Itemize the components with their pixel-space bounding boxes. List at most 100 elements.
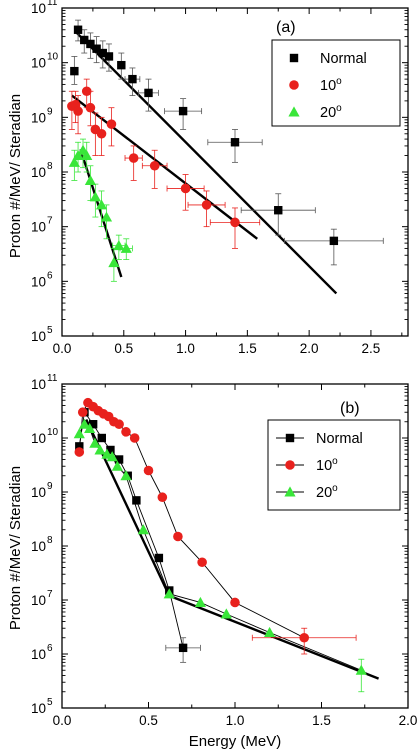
data-point [111,460,123,471]
legend-label: Normal [320,51,367,67]
fit-line-2 [79,148,123,278]
data-point [74,447,85,457]
data-point [77,407,88,418]
data-point [120,470,132,481]
y-tick-label: 10 [31,701,46,716]
data-point [104,52,114,61]
y-tick-exponent: 10 [47,52,59,63]
legend-marker [289,53,299,63]
legend-marker [285,460,295,470]
data-point [178,106,188,116]
x-tick-label: 1.0 [176,341,195,356]
legend-marker [284,486,296,497]
legend-label: 20o [316,483,338,501]
x-tick-label: 2.0 [300,341,319,356]
data-point [144,88,153,98]
data-point [128,74,137,84]
panel-label: (a) [276,19,296,36]
y-tick-exponent: 11 [47,373,58,384]
data-point [68,156,80,167]
data-point [89,437,101,448]
legend-label: 10o [316,456,338,474]
x-tick-label: 2.5 [362,341,381,356]
y-tick-label: 10 [31,593,46,608]
data-point [73,25,83,34]
plot-area [73,397,380,693]
x-tick-label: 2.0 [399,713,418,728]
data-point [84,422,96,433]
fit-line-0 [75,32,338,295]
legend: Normal 10o 20o [271,39,401,127]
data-point [106,119,117,129]
y-tick-label: 10 [31,431,46,446]
data-point [81,86,92,97]
data-point [92,44,101,53]
data-point [75,442,84,451]
y-tick-label: 10 [31,485,46,500]
y-tick-label: 10 [31,1,46,16]
data-point [355,664,367,675]
x-tick-label: 0.5 [139,713,158,728]
data-point [220,608,232,619]
y-axis-label: Proton #/MeV/ Steradian [7,94,24,258]
legend-marker [289,80,299,90]
fit-line-1 [168,594,380,680]
data-point [121,427,131,437]
y-tick-exponent: 6 [47,643,53,654]
data-point [154,553,164,563]
data-point [129,433,140,443]
data-point [96,128,107,139]
data-point [194,596,206,607]
data-point [201,200,212,210]
series-0 [70,19,384,266]
data-point [73,106,83,116]
x-axis-label: Energy (MeV) [189,733,282,750]
data-point [143,465,154,476]
data-point [94,444,106,455]
y-tick-exponent: 5 [47,697,53,708]
y-tick-label: 10 [31,377,46,392]
data-point [70,66,79,76]
y-tick-exponent: 11 [47,0,58,8]
data-point [149,160,160,171]
y-tick-exponent: 10 [47,427,59,438]
y-axis-label: Proton #/MeV/ Steradian [7,466,24,630]
y-tick-exponent: 9 [47,106,53,117]
y-tick-exponent: 8 [47,535,53,546]
panel-label: (b) [340,400,360,417]
y-tick-label: 10 [31,56,46,71]
data-point [137,524,149,535]
data-point [89,191,101,202]
data-point [180,183,191,194]
y-tick-exponent: 6 [47,270,53,281]
y-tick-exponent: 7 [47,216,53,227]
fit-line-1 [71,94,258,240]
data-point [299,632,310,643]
legend-marker [285,433,295,443]
plot-area [67,19,384,295]
data-point [114,419,124,430]
y-tick-exponent: 9 [47,481,53,492]
y-tick-exponent: 5 [47,325,53,336]
data-point [274,206,283,215]
data-point [106,445,115,455]
data-point [128,153,139,163]
series-2 [73,418,367,693]
data-point [80,35,89,45]
y-tick-exponent: 7 [47,589,53,600]
data-point [72,149,84,161]
data-point [173,531,183,542]
data-point [100,211,113,222]
data-point [114,455,124,464]
legend-label: Normal [316,431,363,447]
legend-label: 20o [320,103,342,121]
data-point [106,451,118,462]
legend-marker [288,106,300,117]
y-tick-label: 10 [31,110,46,125]
y-tick-exponent: 8 [47,161,53,172]
x-tick-label: 1.5 [238,341,257,356]
series-1 [67,78,261,249]
